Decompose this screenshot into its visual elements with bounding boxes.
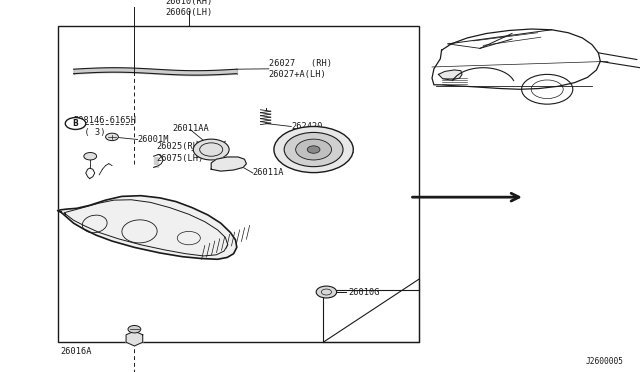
Text: 26010(RH)
26060(LH): 26010(RH) 26060(LH) (165, 0, 212, 17)
Circle shape (316, 286, 337, 298)
Text: B: B (73, 119, 78, 128)
Circle shape (84, 153, 97, 160)
Text: 26025(RH)
26075(LH): 26025(RH) 26075(LH) (157, 142, 204, 163)
Text: 26011AA: 26011AA (173, 124, 209, 133)
Circle shape (307, 146, 320, 153)
Text: 262420: 262420 (291, 122, 323, 131)
Text: 26027   (RH)
26027+A(LH): 26027 (RH) 26027+A(LH) (269, 59, 332, 79)
Text: B08146-6165H
  ( 3): B08146-6165H ( 3) (74, 116, 136, 137)
Circle shape (296, 139, 332, 160)
Circle shape (65, 118, 86, 129)
Bar (58, 26, 419, 342)
Text: 26016A: 26016A (61, 347, 92, 356)
Text: 26029M: 26029M (320, 148, 351, 157)
Circle shape (274, 126, 353, 173)
Polygon shape (438, 70, 462, 80)
Text: 26011A: 26011A (253, 169, 284, 177)
Circle shape (284, 132, 343, 167)
Polygon shape (58, 196, 237, 259)
Polygon shape (126, 331, 143, 346)
Text: 26010G: 26010G (349, 288, 380, 296)
Circle shape (193, 139, 229, 160)
Circle shape (106, 133, 118, 141)
Polygon shape (211, 157, 246, 171)
Text: 26001M: 26001M (138, 135, 169, 144)
Circle shape (128, 326, 141, 333)
Text: J2600005: J2600005 (586, 357, 624, 366)
